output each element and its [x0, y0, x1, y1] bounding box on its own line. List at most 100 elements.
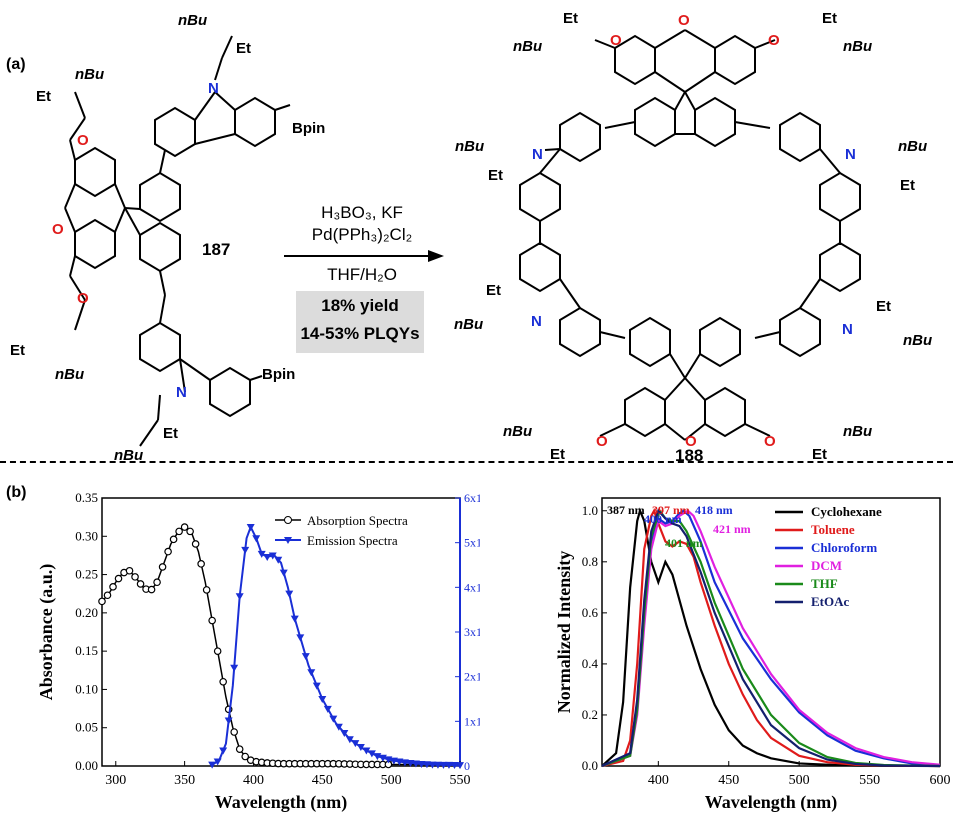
y-tick-label: 0.2	[582, 707, 598, 722]
reactant-carbazole-n-1: N	[208, 80, 219, 97]
product-188-structure	[519, 29, 861, 441]
x-tick-label: 400	[648, 773, 669, 788]
reactant-et-4: Et	[163, 425, 178, 442]
peak-annotation: 400 nm	[644, 512, 682, 526]
emission-point	[235, 593, 244, 601]
absorption-point	[235, 745, 244, 753]
y-tick-label: 0.30	[75, 528, 98, 543]
reagent-line-1: H₃BO₃, KF	[321, 203, 403, 222]
emission-point	[433, 761, 442, 769]
emission-point	[417, 760, 426, 768]
reactant-carbazole-n-2: N	[176, 384, 187, 401]
series-line-chloroform	[601, 509, 941, 768]
reactant-ether-o-2: O	[77, 290, 89, 307]
y-tick-label: 0.15	[75, 643, 98, 658]
product-nbu-7: nBu	[503, 423, 533, 440]
absorption-point	[197, 560, 205, 568]
product-et-4: Et	[900, 177, 915, 194]
absorption-point	[98, 597, 106, 606]
product-carbazole-n-3: N	[531, 313, 542, 330]
panel-divider	[0, 461, 953, 463]
peak-annotation: 421 nm	[713, 522, 751, 536]
product-et-6: Et	[876, 298, 891, 315]
product-ether-o-3: O	[596, 433, 608, 450]
absorption-point	[114, 574, 123, 583]
solvent: THF/H₂O	[327, 265, 397, 284]
legend-label-chloroform: Chloroform	[811, 540, 877, 555]
emission-point	[213, 758, 222, 766]
legend-label-emission: Emission Spectra	[307, 533, 398, 548]
emission-point	[323, 705, 332, 713]
absorption-point	[109, 583, 117, 591]
product-et-3: Et	[488, 167, 503, 184]
legend-label-thf: THF	[811, 576, 838, 591]
absorption-emission-chart: 300 350 400 450 500 550 0.00 0.05 0.10 0.15 0.20 0.…	[36, 490, 480, 813]
absorption-point	[125, 566, 134, 575]
product-et-5: Et	[486, 282, 501, 299]
x-tick-label: 550	[859, 773, 880, 788]
reaction-arrow	[284, 250, 444, 262]
y-tick-label: 0.00	[75, 758, 98, 773]
y-tick-label: 0.6	[582, 605, 599, 620]
absorption-point	[164, 547, 172, 556]
y2-tick-label: 3x10⁵	[464, 625, 480, 639]
plot-frame	[601, 497, 941, 767]
emission-point	[312, 682, 321, 690]
absorption-point	[131, 573, 139, 581]
reactant-et-3: Et	[236, 40, 251, 57]
y-tick-label: 0.10	[75, 681, 98, 696]
absorption-point	[230, 728, 238, 736]
legend-label-cyclohexane: Cyclohexane	[811, 504, 882, 519]
emission-point	[279, 569, 288, 577]
absorption-point	[213, 647, 222, 655]
reactant-et-1: Et	[36, 88, 51, 105]
peak-annotation: 418 nm	[695, 503, 733, 517]
reactant-ether-o-1: O	[77, 132, 89, 149]
absorption-point	[147, 585, 156, 594]
y-tick-label: 0.35	[75, 490, 98, 505]
panel-b-label: (b)	[6, 484, 27, 501]
emission-point	[428, 761, 437, 769]
product-xanthene-o-top: O	[678, 12, 690, 29]
y-tick-label: 0.8	[582, 554, 598, 569]
product-nbu-6: nBu	[903, 332, 933, 349]
legend-label-etoac: EtOAc	[811, 594, 850, 609]
legend-label-dcm: DCM	[811, 558, 842, 573]
solvent-emission-chart: 400 450 500 550 600 0.0 0.2 0.4 0.6 0.8 1.0 Wavelen…	[554, 497, 951, 813]
y-tick-label: 0.20	[75, 605, 98, 620]
emission-point	[219, 747, 228, 755]
absorption-point	[153, 578, 161, 587]
emission-point	[246, 524, 255, 532]
emission-point	[241, 546, 250, 554]
absorption-point	[136, 580, 145, 588]
reactant-nbu-4: nBu	[114, 447, 144, 464]
x-tick-label: 450	[718, 773, 739, 788]
product-et-7: Et	[550, 446, 565, 463]
legend-marker-absorption	[284, 516, 292, 524]
emission-point	[296, 634, 305, 642]
emission-point	[307, 669, 316, 677]
y-axis-label: Normalized Intensity	[554, 551, 574, 713]
legend-label-toluene: Toluene	[811, 522, 855, 537]
series-line-thf	[601, 508, 941, 768]
y-tick-label: 0.0	[582, 758, 598, 773]
yield-box	[296, 291, 424, 353]
emission-point	[334, 723, 343, 731]
emission-point	[224, 717, 233, 725]
emission-point	[263, 553, 272, 561]
emission-point	[290, 615, 299, 623]
emission-point	[406, 759, 415, 767]
absorption-point	[180, 523, 189, 531]
panel-a-label: (a)	[6, 56, 26, 73]
reactant-nbu-3: nBu	[178, 12, 208, 29]
emission-point	[340, 729, 349, 737]
legend-marker-emission	[284, 537, 292, 544]
emission-point	[362, 747, 371, 755]
x-tick-label: 400	[243, 773, 264, 788]
absorption-point	[241, 752, 250, 761]
series-line-toluene	[601, 508, 941, 768]
emission-point	[400, 759, 409, 767]
y2-tick-label: 1x10⁵	[464, 714, 480, 728]
absorption-point	[103, 591, 112, 600]
emission-point	[444, 761, 453, 769]
